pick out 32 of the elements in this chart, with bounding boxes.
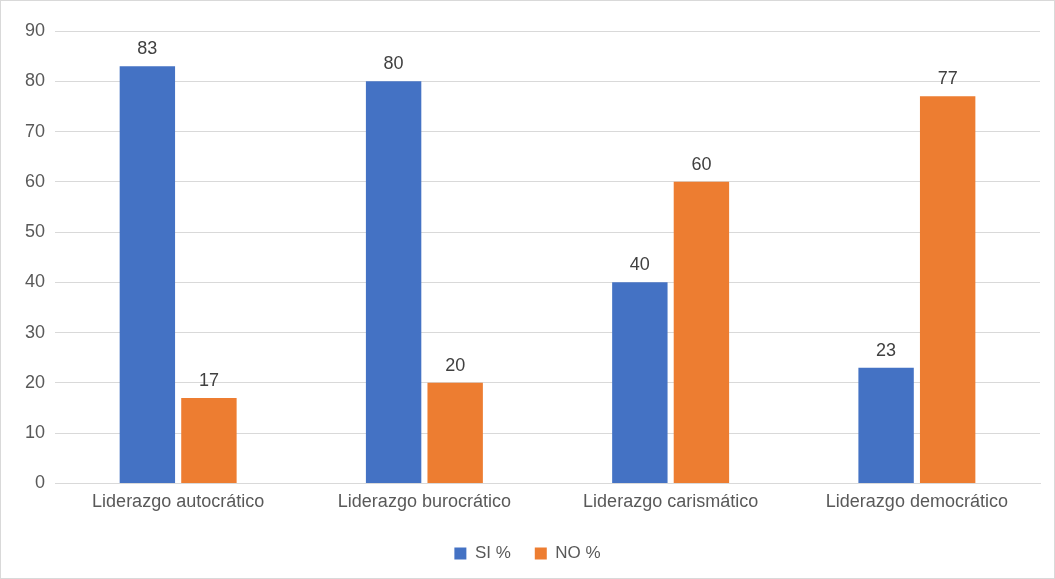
data-label: 23 <box>876 339 897 360</box>
data-label: 40 <box>629 254 650 275</box>
data-label: 80 <box>383 53 404 74</box>
x-tick-label: Liderazgo carismático <box>583 491 759 512</box>
y-tick-label: 10 <box>24 422 46 443</box>
data-label: 20 <box>445 354 466 375</box>
data-label: 83 <box>137 38 158 59</box>
x-tick-label: Liderazgo democrático <box>825 491 1008 512</box>
y-tick-label: 70 <box>24 120 46 141</box>
bar <box>181 397 237 483</box>
y-tick-label: 40 <box>24 271 46 292</box>
x-tick-label: Liderazgo autocrático <box>92 491 265 512</box>
y-tick-label: 20 <box>24 371 46 392</box>
data-label: 60 <box>691 153 712 174</box>
bar <box>858 367 914 483</box>
data-label: 77 <box>937 68 958 89</box>
y-tick-label: 60 <box>24 170 46 191</box>
data-label: 17 <box>198 369 219 390</box>
bar <box>119 66 176 483</box>
bar <box>673 181 730 483</box>
y-tick-label: 0 <box>35 472 46 493</box>
y-tick-label: 50 <box>24 221 46 242</box>
bar <box>365 81 422 483</box>
bar <box>612 282 668 483</box>
bar <box>427 382 483 483</box>
legend-label: NO % <box>555 543 601 563</box>
legend-label: SI % <box>474 543 511 563</box>
y-tick-label: 90 <box>24 19 46 40</box>
x-tick-label: Liderazgo burocrático <box>337 491 511 512</box>
bar <box>919 96 976 483</box>
y-tick-label: 80 <box>24 70 46 91</box>
y-tick-label: 30 <box>24 321 46 342</box>
